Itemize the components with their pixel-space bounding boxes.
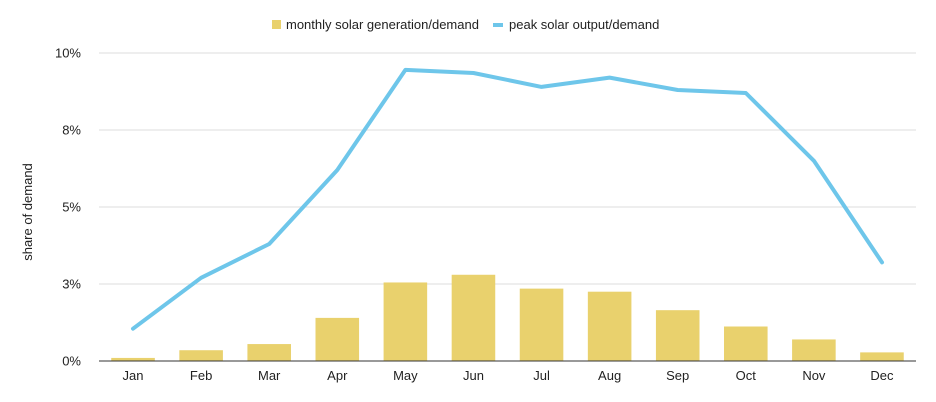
bar (451, 274, 496, 361)
gridlines (99, 52, 916, 285)
bar (519, 288, 564, 361)
bar (315, 317, 360, 361)
bar (587, 291, 632, 361)
bar (247, 344, 291, 361)
legend-label-bar: monthly solar generation/demand (286, 17, 479, 32)
y-tick-label: 5% (62, 200, 81, 215)
legend-label-line: peak solar output/demand (509, 17, 659, 32)
bar (792, 339, 836, 361)
bar (179, 350, 223, 361)
x-tick-label: Nov (802, 368, 826, 383)
x-tick-label: Mar (258, 368, 281, 383)
bar (860, 352, 904, 361)
legend-swatch-bar (272, 20, 281, 29)
bar (655, 310, 700, 361)
y-tick-label: 10% (55, 46, 81, 61)
legend: monthly solar generation/demand peak sol… (272, 17, 659, 32)
x-tick-label: Jan (123, 368, 144, 383)
x-tick-label: Aug (598, 368, 621, 383)
y-axis-title: share of demand (20, 163, 35, 261)
y-tick-label: 3% (62, 277, 81, 292)
series-line (131, 67, 884, 331)
x-tick-label: Dec (870, 368, 894, 383)
x-tick-label: Oct (736, 368, 757, 383)
y-tick-label: 8% (62, 123, 81, 138)
x-tick-label: Feb (190, 368, 212, 383)
x-tick-label: Sep (666, 368, 689, 383)
x-axis-ticks: Jan Feb Mar Apr May Jun Jul Aug Sep Oct Nov Dec (123, 368, 894, 383)
bar (111, 357, 155, 361)
x-tick-label: Jun (463, 368, 484, 383)
x-tick-label: Apr (327, 368, 348, 383)
line-series (131, 67, 884, 331)
bar-series (111, 274, 904, 361)
y-tick-label: 0% (62, 354, 81, 369)
x-tick-label: May (393, 368, 418, 383)
x-tick-label: Jul (533, 368, 550, 383)
bar (383, 282, 428, 361)
bar (724, 326, 768, 361)
legend-swatch-line (493, 23, 503, 27)
y-axis-ticks: 0% 3% 5% 8% 10% (55, 46, 81, 369)
